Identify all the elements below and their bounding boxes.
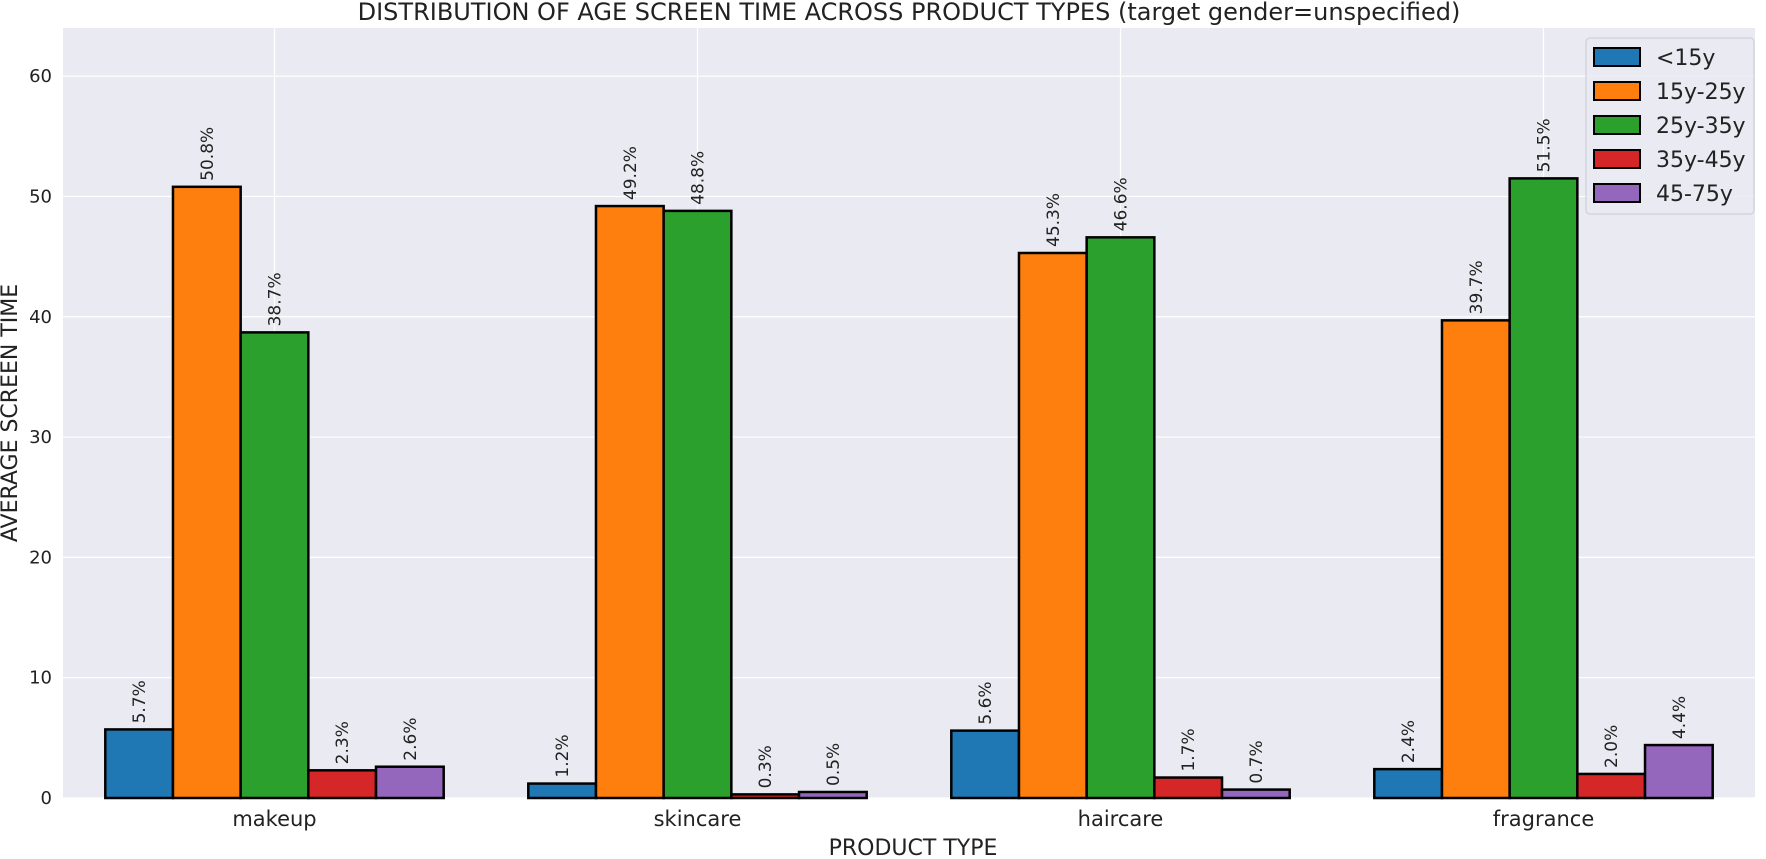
data-label-makeup-4: 2.6% xyxy=(401,718,421,761)
bar-haircare-4 xyxy=(1220,788,1291,800)
legend: <15y 15y-25y 25y-35y 35y-45y 45-75y xyxy=(1585,37,1755,215)
bar-fragrance-1 xyxy=(1440,319,1511,800)
bar-skincare-2 xyxy=(662,209,733,800)
y-tick-label: 30 xyxy=(29,427,52,448)
data-label-makeup-3: 2.3% xyxy=(333,721,353,764)
bar-haircare-2 xyxy=(1085,236,1156,800)
y-tick-labels: 0 10 20 30 40 50 60 xyxy=(29,66,52,809)
data-label-fragrance-4: 4.4% xyxy=(1670,696,1690,739)
y-tick-label: 10 xyxy=(29,668,52,689)
y-tick-label: 50 xyxy=(29,186,52,207)
legend-swatch-0 xyxy=(1593,47,1641,67)
y-axis-title: AVERAGE SCREEN TIME xyxy=(0,284,23,542)
bar-skincare-3 xyxy=(730,793,801,800)
bar-fragrance-0 xyxy=(1373,767,1444,800)
y-tick-label: 40 xyxy=(29,307,52,328)
data-label-haircare-0: 5.6% xyxy=(976,681,996,724)
data-label-skincare-0: 1.2% xyxy=(553,734,573,777)
data-label-fragrance-1: 39.7% xyxy=(1467,260,1487,314)
bar-skincare-4 xyxy=(797,790,868,800)
data-label-skincare-4: 0.5% xyxy=(824,743,844,786)
bar-makeup-0 xyxy=(104,728,175,800)
bar-makeup-1 xyxy=(171,185,242,800)
legend-label-3: 35y-45y xyxy=(1656,148,1746,173)
y-tick-label: 20 xyxy=(29,547,52,568)
bar-haircare-0 xyxy=(950,729,1021,800)
legend-swatch-3 xyxy=(1593,149,1641,169)
bar-fragrance-4 xyxy=(1643,743,1714,800)
data-label-makeup-2: 38.7% xyxy=(266,272,286,326)
legend-label-0: <15y xyxy=(1656,46,1715,71)
data-label-makeup-0: 5.7% xyxy=(130,680,150,723)
data-labels: 5.7% 1.2% 5.6% 2.4% 50.8% 49.2% 45.3% 39.7% 38.7… xyxy=(130,118,1690,788)
bar-haircare-1 xyxy=(1017,251,1088,800)
data-label-fragrance-2: 51.5% xyxy=(1535,118,1555,172)
bars xyxy=(104,177,1714,800)
bar-makeup-3 xyxy=(307,769,378,800)
x-tick-label-makeup: makeup xyxy=(232,807,316,831)
legend-label-4: 45-75y xyxy=(1656,182,1733,207)
legend-swatch-4 xyxy=(1593,183,1641,203)
data-label-haircare-4: 0.7% xyxy=(1247,740,1267,783)
data-label-haircare-1: 45.3% xyxy=(1044,193,1064,247)
data-label-skincare-1: 49.2% xyxy=(621,146,641,200)
bar-skincare-0 xyxy=(527,782,598,800)
data-label-makeup-1: 50.8% xyxy=(198,127,218,181)
chart-title: DISTRIBUTION OF AGE SCREEN TIME ACROSS P… xyxy=(358,0,1461,26)
x-axis-title: PRODUCT TYPE xyxy=(829,836,998,859)
y-tick-label: 60 xyxy=(29,66,52,87)
x-tick-labels: makeup skincare haircare fragrance xyxy=(232,807,1594,831)
legend-label-1: 15y-25y xyxy=(1656,80,1746,105)
legend-swatch-1 xyxy=(1593,81,1641,101)
x-tick-label-haircare: haircare xyxy=(1078,807,1164,831)
x-tick-label-fragrance: fragrance xyxy=(1493,807,1595,831)
bar-fragrance-3 xyxy=(1576,772,1647,800)
data-label-skincare-3: 0.3% xyxy=(756,745,776,788)
bar-haircare-3 xyxy=(1153,776,1224,800)
legend-swatch-2 xyxy=(1593,115,1641,135)
data-label-skincare-2: 48.8% xyxy=(689,151,709,205)
bar-fragrance-2 xyxy=(1508,177,1579,800)
y-tick-label: 0 xyxy=(41,788,52,809)
x-tick-label-skincare: skincare xyxy=(654,807,742,831)
bar-skincare-1 xyxy=(594,204,665,800)
bar-makeup-4 xyxy=(374,765,445,800)
bar-makeup-2 xyxy=(239,331,310,800)
data-label-fragrance-0: 2.4% xyxy=(1399,720,1419,763)
data-label-haircare-2: 46.6% xyxy=(1112,177,1132,231)
legend-label-2: 25y-35y xyxy=(1656,114,1746,139)
data-label-fragrance-3: 2.0% xyxy=(1602,725,1622,768)
data-label-haircare-3: 1.7% xyxy=(1179,728,1199,771)
